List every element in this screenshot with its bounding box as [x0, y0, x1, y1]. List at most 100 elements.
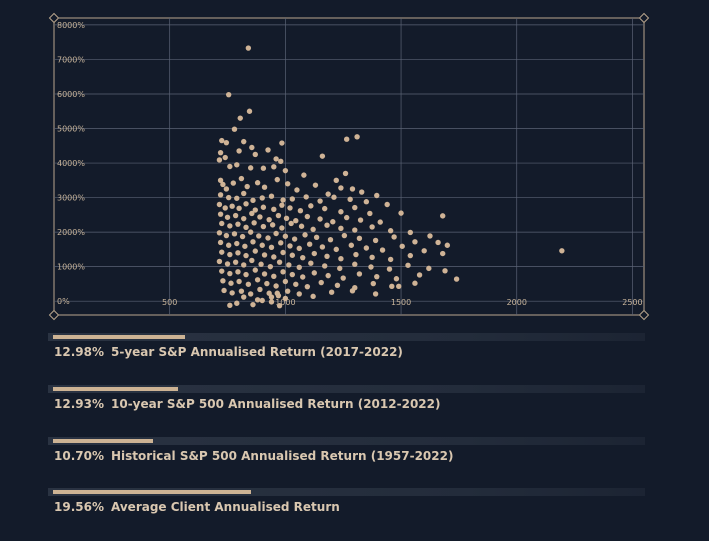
stat-value: 10.70%	[54, 449, 104, 463]
data-point	[416, 272, 423, 278]
data-point	[280, 197, 286, 203]
data-point	[249, 144, 255, 151]
stat-bar-fill	[53, 387, 178, 391]
data-point	[217, 239, 224, 246]
data-point	[289, 196, 296, 202]
data-point	[258, 261, 264, 267]
stat-bar-track	[48, 437, 645, 445]
data-point	[280, 249, 286, 256]
data-point	[273, 156, 279, 162]
data-point	[356, 235, 363, 242]
data-point	[435, 239, 441, 246]
data-point	[268, 299, 275, 305]
data-point	[444, 242, 451, 248]
data-point	[241, 215, 247, 222]
data-point	[312, 182, 319, 188]
x-tick-label: 2000	[507, 298, 527, 307]
data-point	[252, 248, 258, 254]
data-point	[317, 198, 323, 204]
data-point	[243, 252, 249, 259]
data-point	[271, 164, 277, 170]
data-point	[243, 271, 249, 278]
data-point	[249, 257, 255, 264]
data-point	[225, 91, 232, 98]
data-point	[322, 205, 328, 212]
data-point	[356, 271, 363, 277]
data-point	[237, 115, 243, 121]
data-point	[427, 233, 433, 239]
data-point	[245, 45, 252, 51]
data-point	[223, 139, 230, 146]
data-point	[250, 239, 256, 245]
data-point	[279, 140, 285, 146]
data-point	[352, 227, 358, 233]
data-point	[227, 270, 233, 277]
stat-bar-fill	[53, 335, 185, 339]
data-point	[260, 204, 267, 210]
data-point	[241, 294, 247, 300]
data-point	[236, 205, 242, 211]
scatter-chart: 0% 1000% 2000% 3000% 4000% 5000% 6000% 7000% 800…	[48, 12, 650, 321]
stat-row-5yr: 12.98% 5-year S&P Annualised Return (2017…	[48, 333, 645, 363]
y-tick-label: 1000%	[57, 263, 85, 272]
stat-label: 5-year S&P Annualised Return (2017-2022)	[111, 345, 403, 359]
data-point	[231, 126, 238, 132]
data-point	[249, 210, 255, 217]
data-point	[254, 297, 261, 303]
data-point	[340, 275, 346, 281]
data-point	[235, 221, 241, 227]
data-point	[229, 203, 235, 209]
data-point	[328, 289, 335, 295]
stat-row-historical: 10.70% Historical S&P 500 Annualised Retu…	[48, 437, 645, 467]
data-point	[217, 192, 224, 198]
data-point	[349, 288, 356, 294]
data-point	[254, 180, 261, 186]
data-point	[407, 252, 414, 259]
data-point	[224, 261, 231, 267]
data-point	[252, 207, 258, 213]
data-point	[259, 195, 265, 201]
data-point	[391, 234, 397, 240]
stat-label: Historical S&P 500 Annualised Return (19…	[111, 449, 454, 463]
frame-corner-markers	[48, 12, 650, 321]
data-point	[268, 294, 275, 300]
stat-value: 12.98%	[54, 345, 104, 359]
data-point	[283, 215, 290, 222]
data-point	[252, 151, 258, 158]
stat-bar-fill	[53, 439, 154, 443]
data-point	[338, 256, 344, 262]
data-point	[333, 177, 339, 184]
data-point	[311, 270, 317, 276]
data-point	[250, 301, 256, 308]
data-point	[338, 209, 344, 215]
data-point	[296, 245, 302, 252]
data-point	[343, 136, 350, 142]
data-point	[333, 246, 339, 253]
data-point	[243, 201, 249, 207]
data-point	[264, 280, 270, 287]
data-point	[219, 268, 225, 274]
data-point	[227, 163, 233, 170]
data-point	[238, 175, 245, 182]
data-point	[280, 269, 286, 275]
data-point	[271, 273, 277, 280]
data-point	[274, 290, 280, 296]
data-point	[393, 276, 400, 282]
data-point	[313, 234, 320, 240]
data-point	[324, 253, 330, 259]
data-point	[325, 272, 331, 279]
data-point	[317, 216, 323, 222]
data-point	[287, 205, 293, 211]
data-point	[303, 194, 309, 200]
data-point	[377, 219, 383, 225]
data-point	[352, 261, 358, 267]
data-point	[227, 223, 233, 229]
data-point	[278, 158, 284, 165]
corner-diamond	[48, 12, 60, 24]
data-point	[308, 203, 314, 209]
data-point	[338, 225, 344, 232]
data-point	[318, 279, 324, 286]
data-point	[254, 277, 261, 283]
data-point	[282, 233, 289, 239]
data-point	[284, 181, 291, 187]
